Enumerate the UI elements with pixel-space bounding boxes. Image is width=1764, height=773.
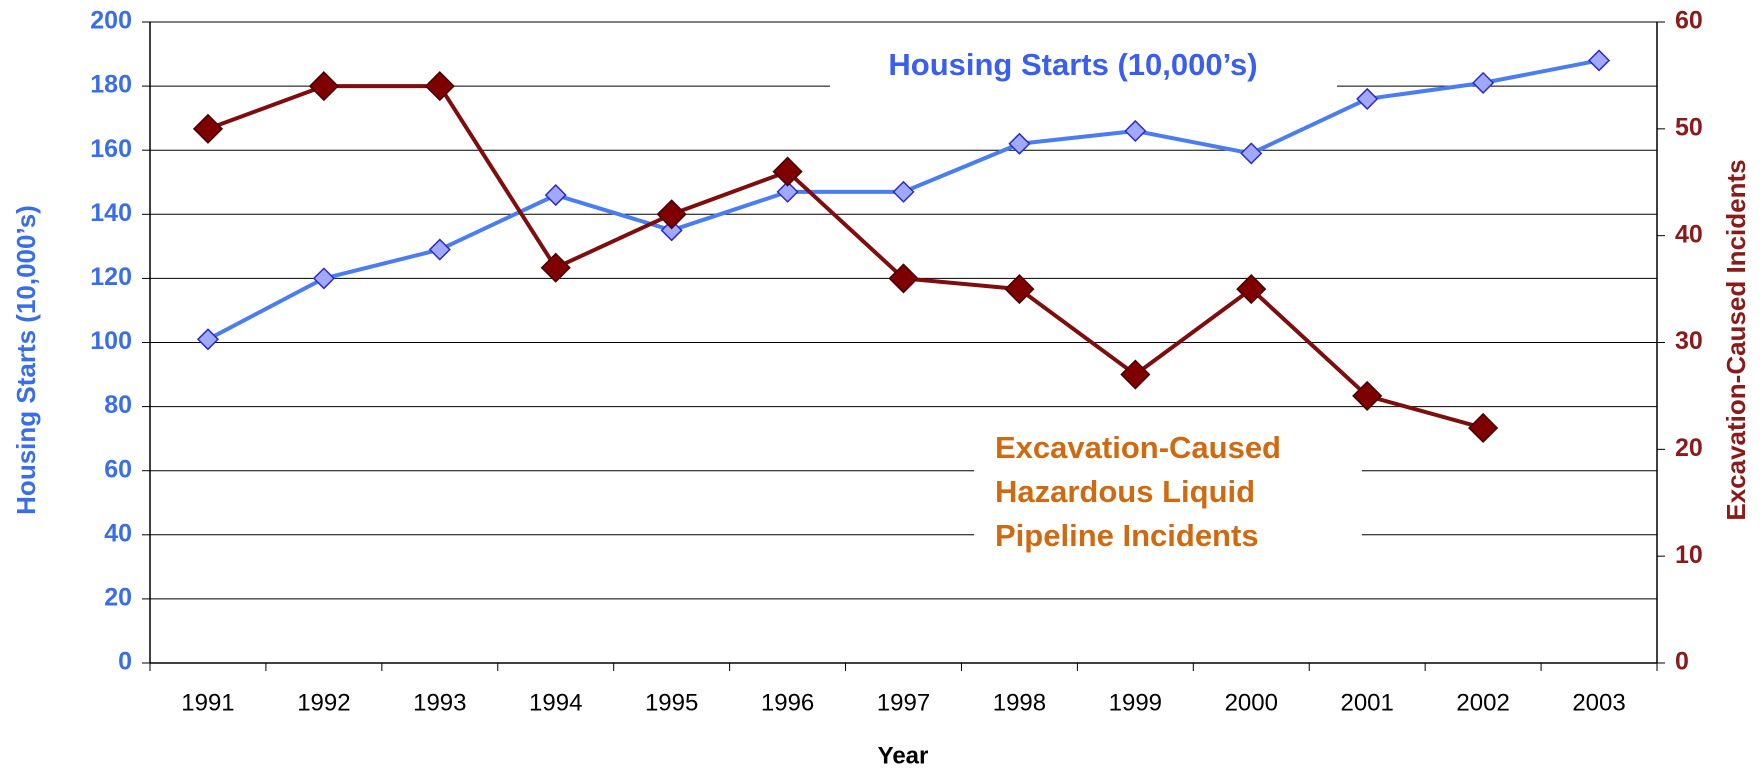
marker	[1356, 87, 1379, 110]
y2-tick-label: 40	[1675, 220, 1703, 248]
marker	[308, 71, 339, 102]
marker	[1587, 49, 1611, 72]
y-tick-label: 20	[104, 584, 132, 612]
x-tick-label: 2000	[1225, 689, 1278, 716]
y-tick-label: 140	[90, 199, 132, 227]
marker	[312, 267, 335, 290]
marker	[1008, 132, 1031, 155]
y2-tick-label: 50	[1675, 113, 1703, 141]
x-tick-label: 1994	[529, 689, 582, 716]
x-tick-label: 1991	[181, 689, 234, 716]
marker	[660, 219, 683, 242]
x-tick-label: 1999	[1109, 689, 1162, 716]
annotation-bg	[974, 425, 1362, 560]
y-tick-label: 80	[104, 391, 132, 419]
series-annotation: Hazardous Liquid	[995, 474, 1255, 509]
y2-tick-label: 20	[1675, 434, 1703, 462]
annotation-bg	[830, 45, 1337, 89]
marker	[544, 184, 567, 207]
y-tick-label: 60	[104, 455, 132, 483]
x-tick-label: 1997	[877, 689, 930, 716]
marker	[1004, 274, 1035, 305]
series-line	[207, 84, 1484, 430]
marker	[196, 328, 220, 351]
y2-tick-label: 10	[1675, 541, 1703, 569]
x-tick-label: 1995	[645, 689, 698, 716]
marker	[192, 113, 224, 144]
y2-tick-label: 30	[1675, 327, 1703, 355]
series-annotation: Housing Starts (10,000’s)	[888, 47, 1257, 82]
marker	[1468, 412, 1499, 444]
marker	[892, 180, 915, 203]
marker	[656, 199, 687, 230]
y-tick-label: 40	[104, 519, 132, 547]
marker	[1120, 359, 1151, 390]
x-tick-label: 2001	[1340, 689, 1393, 716]
x-tick-label: 1992	[297, 689, 350, 716]
x-tick-label: 2003	[1572, 689, 1625, 716]
y-tick-label: 160	[90, 135, 132, 163]
y2-axis-label: Excavation-Caused Incidents	[1721, 159, 1751, 520]
x-tick-label: 1996	[761, 689, 814, 716]
marker	[1240, 142, 1263, 165]
y-axis-label: Housing Starts (10,000’s)	[11, 205, 41, 515]
y2-tick-label: 60	[1675, 7, 1703, 35]
marker	[1352, 380, 1383, 411]
y-tick-label: 0	[118, 648, 132, 676]
x-axis-label: Year	[878, 742, 929, 769]
series-annotation: Excavation-Caused	[995, 430, 1281, 465]
marker	[1472, 71, 1495, 94]
marker	[540, 252, 571, 283]
x-tick-label: 1993	[413, 689, 466, 716]
x-tick-label: 2002	[1456, 689, 1509, 716]
marker	[428, 238, 451, 261]
marker	[424, 71, 455, 102]
y-tick-label: 180	[90, 71, 132, 99]
y-tick-label: 120	[90, 263, 132, 291]
y-tick-label: 200	[90, 7, 132, 35]
marker	[1236, 274, 1267, 305]
y-tick-label: 100	[90, 327, 132, 355]
x-tick-label: 1998	[993, 689, 1046, 716]
marker	[772, 156, 803, 187]
marker	[776, 180, 799, 203]
marker	[888, 263, 919, 294]
marker	[1124, 119, 1147, 143]
series-annotation: Pipeline Incidents	[995, 518, 1259, 553]
y2-tick-label: 0	[1675, 648, 1689, 676]
